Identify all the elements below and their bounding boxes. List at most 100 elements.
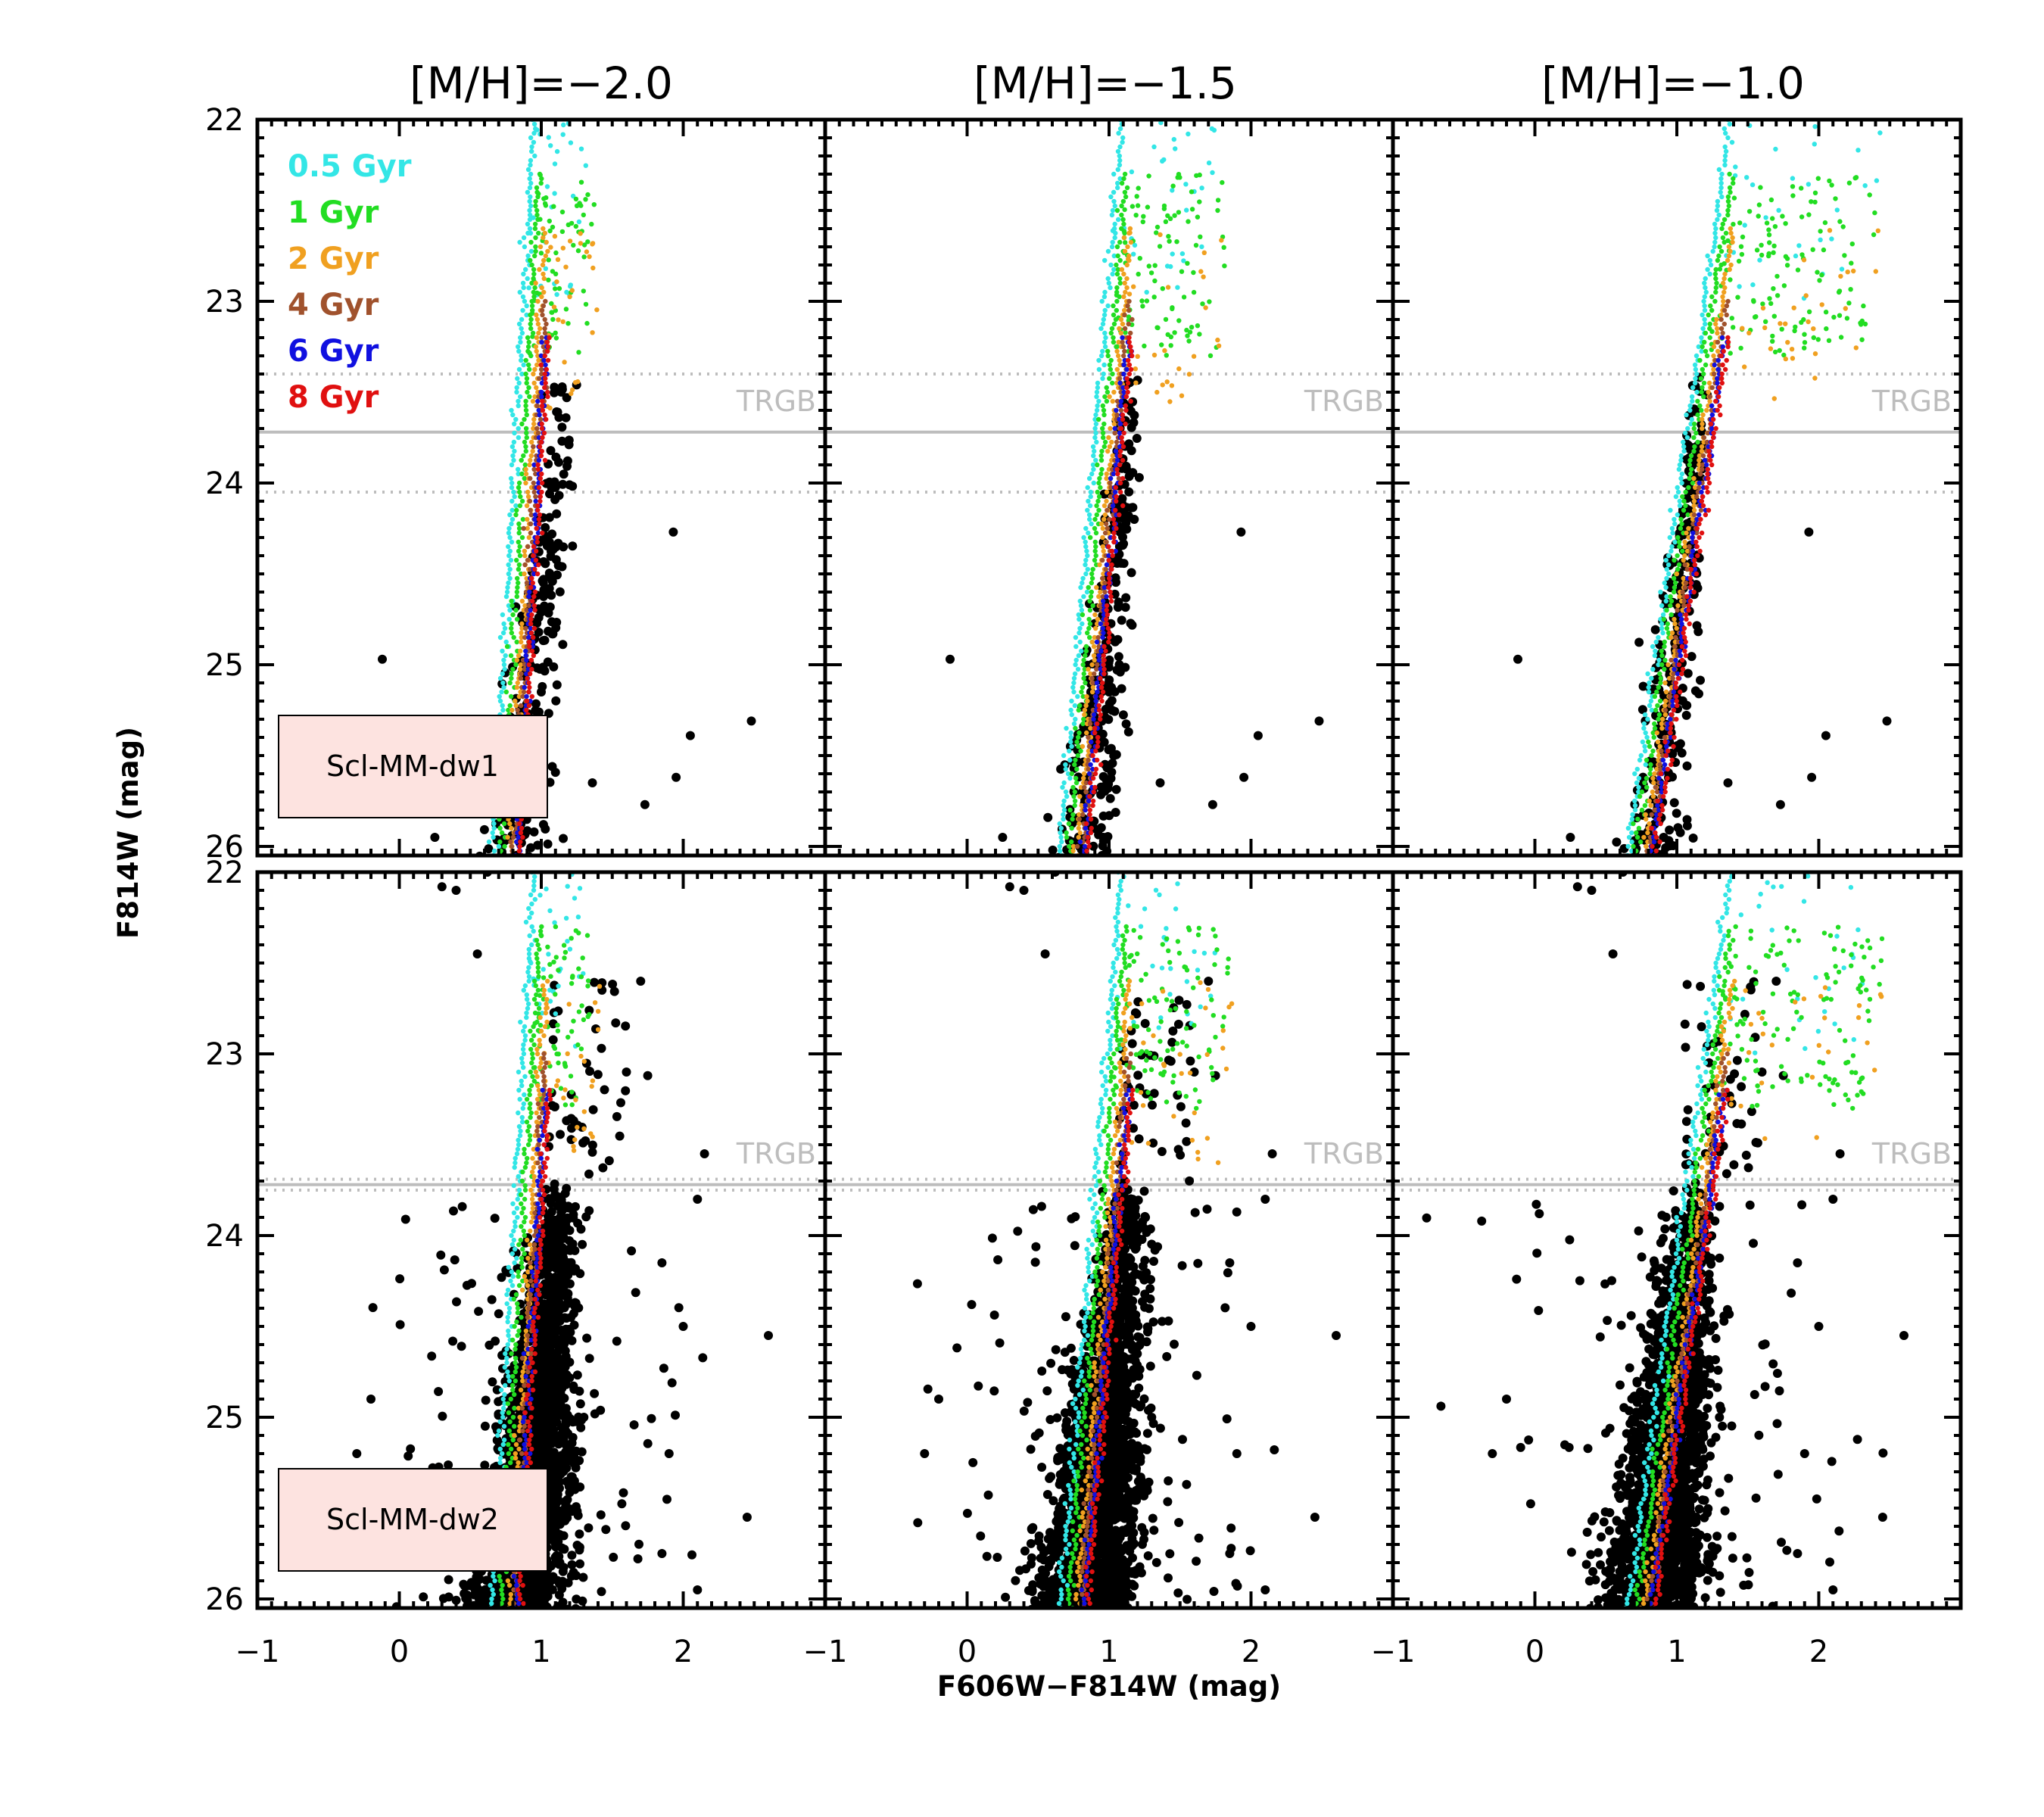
isochrone-point (528, 521, 534, 527)
isochrone-point (1728, 248, 1733, 254)
isochrone-point (1094, 389, 1100, 395)
isochrone-point (1831, 314, 1837, 320)
isochrone-point (533, 198, 538, 204)
star-point (1668, 856, 1677, 865)
isochrone-point (1670, 698, 1675, 704)
star-point (524, 1620, 533, 1629)
isochrone-point (1108, 475, 1114, 482)
isochrone-point (1683, 612, 1689, 618)
panel-row1-col2: TRGB (823, 117, 1395, 858)
isochrone-point (1658, 680, 1663, 686)
isochrone-point (1104, 385, 1109, 391)
isochrone-point (1094, 584, 1099, 591)
isochrone-point (1665, 630, 1672, 636)
isochrone-point (1697, 535, 1702, 541)
star-point (550, 388, 559, 397)
isochrone-point (513, 416, 519, 422)
isochrone-point (1120, 344, 1126, 350)
isochrone-point (1651, 839, 1657, 845)
isochrone-point (1660, 630, 1665, 636)
isochrone-point (1849, 260, 1854, 266)
isochrone-point (1654, 812, 1659, 818)
isochrone-point (1089, 575, 1095, 581)
isochrone-point (1740, 234, 1746, 240)
isochrone-point (1706, 507, 1712, 513)
isochrone-point (539, 339, 544, 345)
isochrone-point (1654, 789, 1660, 795)
isochrone-point (1665, 621, 1670, 627)
isochrone-point (526, 535, 532, 541)
isochrone-point (541, 226, 546, 232)
isochrone-point (1662, 712, 1669, 718)
isochrone-point (523, 371, 528, 377)
star-point (1111, 637, 1120, 647)
isochrone-point (1693, 353, 1700, 359)
isochrone-point (1073, 716, 1078, 722)
isochrone-point (1057, 821, 1063, 827)
isochrone-point (1671, 743, 1676, 750)
isochrone-point (1706, 389, 1711, 395)
isochrone-point (528, 194, 533, 200)
isochrone-point (1167, 399, 1173, 404)
isochrone-point (522, 244, 528, 250)
isochrone-point (1707, 257, 1713, 263)
isochrone-point (1629, 830, 1634, 836)
isochrone-point (1678, 639, 1684, 645)
isochrone-point (1848, 287, 1853, 292)
isochrone-point (549, 301, 554, 307)
star-point (485, 1618, 494, 1627)
isochrone-point (1722, 261, 1727, 266)
isochrone-point (1071, 793, 1077, 799)
isochrone-point (1702, 280, 1707, 286)
isochrone-point (527, 462, 532, 468)
isochrone-point (1092, 725, 1098, 731)
isochrone-point (1829, 182, 1834, 188)
isochrone-point (1658, 771, 1664, 777)
isochrone-point (1687, 407, 1693, 413)
isochrone-point (1632, 807, 1638, 813)
isochrone-point (1111, 539, 1117, 545)
isochrone-point (1114, 292, 1120, 298)
isochrone-point (1672, 621, 1678, 627)
isochrone-point (515, 376, 520, 382)
isochrone-point (1064, 725, 1069, 731)
isochrone-point (1726, 244, 1731, 250)
isochrone-point (1165, 285, 1171, 290)
isochrone-point (1672, 580, 1678, 586)
isochrone-point (519, 671, 524, 677)
star-point (1129, 410, 1139, 420)
isochrone-point (1657, 762, 1662, 768)
isochrone-point (514, 507, 519, 513)
isochrone-point (519, 371, 525, 377)
isochrone-point (508, 839, 513, 845)
isochrone-point (542, 385, 547, 391)
star-point (534, 612, 544, 622)
isochrone-point (1719, 371, 1725, 377)
isochrone-point (1117, 462, 1123, 468)
star-point (1121, 719, 1131, 729)
isochrone-point (1653, 848, 1659, 854)
isochrone-point (527, 226, 533, 232)
isochrone-point (1075, 666, 1081, 672)
star-point (1123, 727, 1133, 737)
isochrone-point (1662, 657, 1668, 663)
isochrone-point (1669, 612, 1674, 618)
isochrone-point (530, 639, 536, 645)
isochrone-point (524, 412, 529, 418)
isochrone-point (1179, 393, 1185, 398)
isochrone-point (509, 675, 514, 681)
isochrone-point (1720, 303, 1726, 309)
isochrone-point (1698, 376, 1704, 382)
isochrone-point (526, 662, 531, 668)
isochrone-point (531, 462, 537, 468)
isochrone-point (541, 344, 546, 350)
isochrone-point (1739, 251, 1745, 257)
isochrone-point (1118, 407, 1124, 413)
isochrone-point (1655, 739, 1661, 745)
star-point (534, 1616, 543, 1625)
isochrone-point (531, 266, 537, 273)
isochrone-2-Gyr (1641, 226, 1880, 856)
isochrone-point (1092, 771, 1098, 777)
isochrone-point (1799, 185, 1804, 191)
isochrone-point (1198, 269, 1204, 274)
